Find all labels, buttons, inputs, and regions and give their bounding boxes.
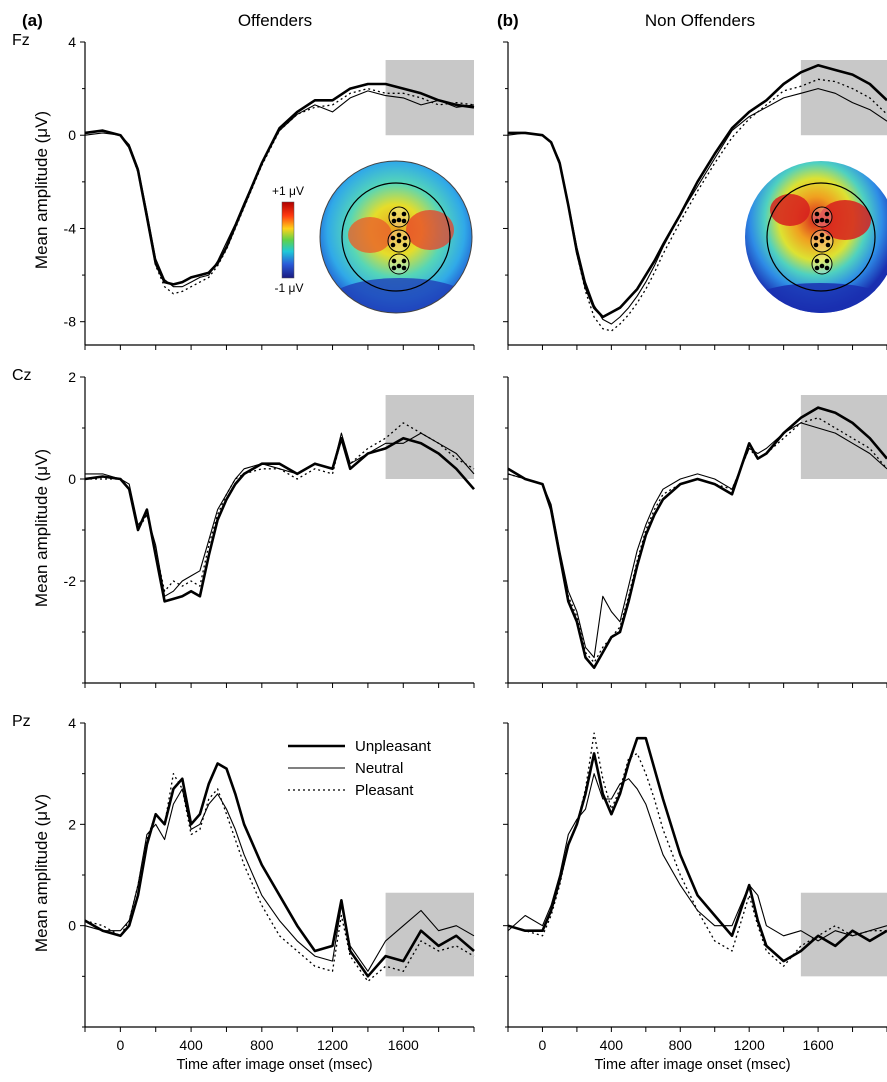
analysis-window-offenders-cz bbox=[385, 395, 474, 479]
colorbar-min-label: -1 μV bbox=[275, 281, 304, 295]
x-tick-label: 1200 bbox=[734, 1037, 765, 1053]
series-pleasant-offenders-pz bbox=[84, 773, 475, 983]
plot-offenders-pz: 0 2 4 0 400 800 1200 1600 Time after image onset… bbox=[68, 715, 475, 1073]
y-tick-label: -8 bbox=[64, 314, 77, 330]
x-tick-label: 1200 bbox=[317, 1037, 348, 1053]
plot-non-offenders-pz: 0 400 800 1200 1600 Time after image onset (m… bbox=[503, 722, 887, 1073]
x-tick-label: 0 bbox=[539, 1037, 547, 1053]
series-unpleasant-offenders-pz bbox=[84, 762, 475, 978]
x-tick-label: 800 bbox=[250, 1037, 274, 1053]
analysis-window-non-offenders-pz bbox=[800, 892, 887, 977]
legend: Unpleasant Neutral Pleasant bbox=[288, 738, 432, 799]
series-neutral-non-offenders-pz bbox=[507, 773, 887, 942]
x-tick-label: 1600 bbox=[388, 1037, 419, 1053]
panel-title-offenders: Offenders bbox=[238, 11, 312, 30]
series-pleasant-offenders-fz bbox=[84, 87, 475, 295]
topomap-offenders bbox=[319, 160, 473, 314]
x-axis-label-non-offenders-pz: Time after image onset (msec) bbox=[594, 1057, 790, 1073]
plot-non-offenders-cz bbox=[503, 376, 887, 688]
x-tick-label: 0 bbox=[116, 1037, 124, 1053]
y-tick-label: 2 bbox=[68, 816, 76, 832]
colorbar-max-label: +1 μV bbox=[272, 184, 304, 198]
x-axis-label-offenders-pz: Time after image onset (msec) bbox=[176, 1057, 372, 1073]
legend-label-pleasant: Pleasant bbox=[355, 782, 414, 799]
electrode-label-pz: Pz bbox=[12, 713, 31, 730]
series-neutral-offenders-fz bbox=[84, 90, 475, 288]
y-tick-label: 0 bbox=[68, 918, 76, 934]
series-pleasant-non-offenders-fz bbox=[508, 78, 887, 332]
analysis-window-offenders-pz bbox=[385, 892, 474, 977]
electrode-label-fz: Fz bbox=[12, 32, 30, 49]
series-neutral-non-offenders-fz bbox=[507, 88, 887, 325]
y-axis-label-fz: Mean amplitude (μV) bbox=[32, 111, 51, 269]
series-neutral-offenders-pz bbox=[84, 788, 475, 972]
y-tick-label: 4 bbox=[68, 34, 76, 50]
electrode-label-cz: Cz bbox=[12, 367, 32, 384]
x-tick-label: 1600 bbox=[803, 1037, 834, 1053]
legend-label-unpleasant: Unpleasant bbox=[355, 738, 432, 755]
x-tick-label: 800 bbox=[669, 1037, 693, 1053]
y-tick-label: 4 bbox=[68, 715, 76, 731]
x-tick-label: 400 bbox=[179, 1037, 203, 1053]
y-tick-label: -4 bbox=[64, 220, 77, 236]
series-neutral-offenders-cz bbox=[85, 432, 475, 597]
y-axis-label-cz: Mean amplitude (μV) bbox=[32, 449, 51, 607]
y-tick-label: -2 bbox=[64, 573, 77, 589]
y-tick-label: 0 bbox=[68, 471, 76, 487]
y-tick-label: 2 bbox=[68, 369, 76, 385]
panel-letter-a: (a) bbox=[22, 11, 43, 30]
series-pleasant-non-offenders-cz bbox=[507, 417, 887, 664]
analysis-window-non-offenders-cz bbox=[800, 395, 887, 479]
series-unpleasant-non-offenders-cz bbox=[507, 406, 887, 669]
x-tick-label: 400 bbox=[600, 1037, 624, 1053]
series-unpleasant-offenders-cz bbox=[84, 436, 475, 603]
panel-title-non-offenders: Non Offenders bbox=[645, 11, 755, 30]
plot-offenders-cz: -2 0 2 bbox=[64, 369, 475, 688]
colorbar bbox=[281, 201, 295, 279]
series-pleasant-non-offenders-pz bbox=[507, 732, 887, 967]
y-axis-label-pz: Mean amplitude (μV) bbox=[32, 794, 51, 952]
topomap-non-offenders bbox=[745, 161, 887, 313]
plot-non-offenders-fz bbox=[503, 41, 887, 350]
panel-letter-b: (b) bbox=[497, 11, 519, 30]
y-tick-label: 0 bbox=[68, 127, 76, 143]
plot-offenders-fz: -8 -4 0 4 bbox=[64, 34, 475, 350]
legend-label-neutral: Neutral bbox=[355, 760, 403, 777]
